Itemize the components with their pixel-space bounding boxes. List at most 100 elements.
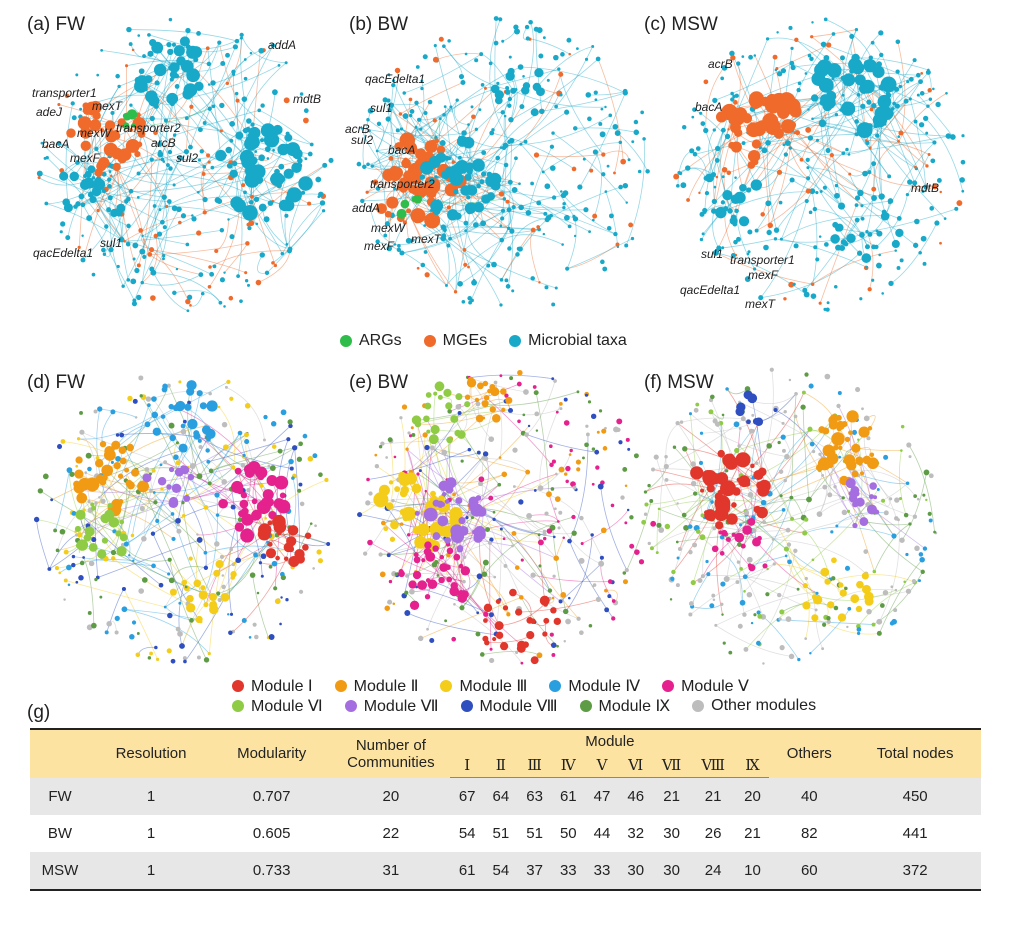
edge [420,88,496,130]
node [483,611,489,617]
node [241,513,254,526]
node [312,567,315,570]
cell-module: 64 [492,788,510,805]
node [396,208,407,219]
node [697,578,703,584]
node [536,200,542,206]
edge [218,554,257,594]
node [709,394,715,400]
node [287,525,299,536]
node [688,549,693,555]
edge [529,514,559,522]
edge [548,186,621,219]
node [530,618,536,624]
node [121,606,128,613]
node [151,468,156,473]
node [200,585,206,591]
node [728,108,746,127]
edge [449,164,507,239]
node [365,190,369,194]
node [525,469,531,475]
node [742,574,748,580]
node [678,171,683,176]
node [183,659,187,664]
edge [457,520,559,537]
node [779,237,783,241]
node [838,445,843,451]
node [520,661,524,665]
node [160,157,165,162]
node [205,46,210,51]
green-dot-icon [340,335,352,347]
node [765,139,771,146]
node [438,576,445,584]
node [277,143,290,156]
node [786,542,792,547]
node [737,542,742,547]
node [42,473,49,480]
node [80,257,86,263]
node [876,487,880,491]
node [170,512,175,516]
node [60,221,66,227]
node [777,440,781,445]
node [845,478,856,489]
node [923,115,929,122]
edge [763,502,815,598]
node [206,437,211,442]
node [917,579,921,583]
node [83,177,95,189]
node [854,217,860,223]
node [132,242,139,249]
node [196,190,200,194]
edge [567,244,618,270]
edge [200,161,210,200]
node [400,485,410,495]
node [562,190,569,196]
node [452,416,459,423]
node [692,491,698,496]
edge [899,450,907,516]
node [499,527,503,531]
node [812,206,818,212]
node [845,147,849,152]
node [368,491,373,496]
node [597,483,604,490]
node [206,61,212,67]
node [424,212,441,229]
node [466,169,473,175]
node [869,482,878,490]
network-c [673,17,966,312]
node [528,19,533,25]
node [602,446,608,451]
node [842,73,856,87]
node [170,658,176,664]
edge [444,106,454,113]
node [869,494,874,500]
node [182,514,186,518]
node [874,509,880,515]
node [168,422,175,429]
node [512,485,516,488]
node [434,135,438,140]
node [486,171,493,178]
node [854,27,859,32]
edge [560,563,602,602]
node [879,603,885,608]
node [595,465,600,470]
node [208,468,214,474]
node [178,601,182,605]
node [894,103,900,109]
node [857,189,864,197]
node [448,236,452,241]
node [394,572,398,576]
edge [866,208,957,233]
node [80,140,91,151]
node [546,528,553,534]
edge [247,479,327,533]
node [269,175,278,183]
edge [190,476,257,556]
node [33,516,40,523]
edge [209,205,240,288]
edge [389,109,437,142]
